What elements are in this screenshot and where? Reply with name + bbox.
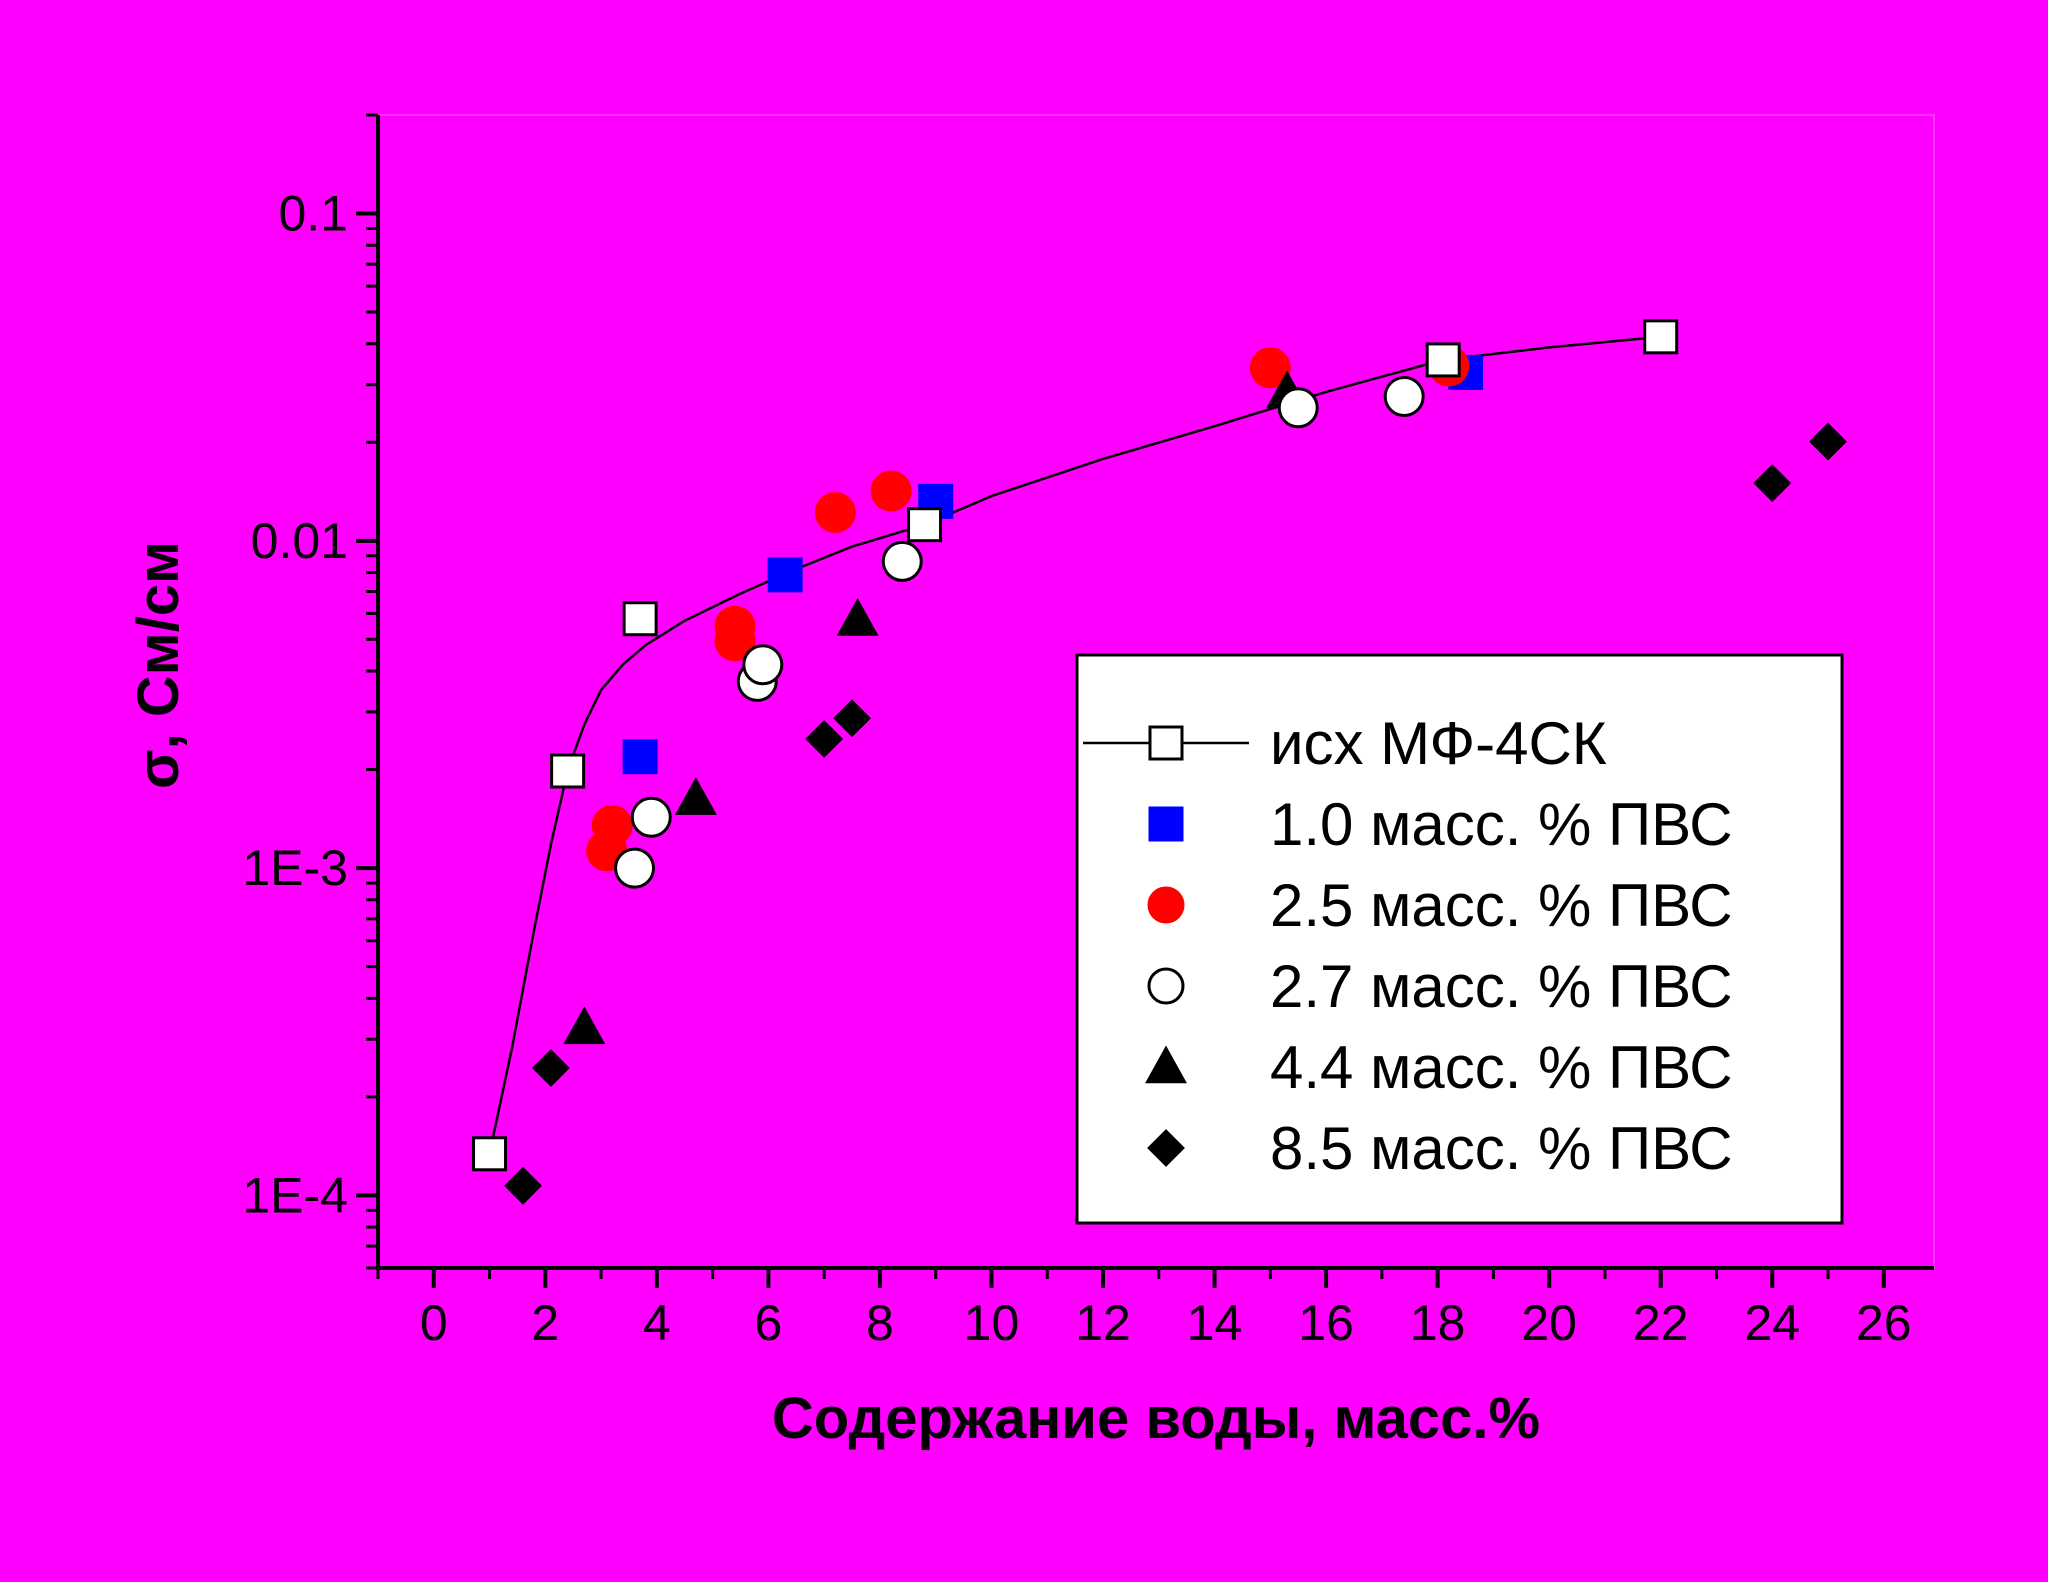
x-tick-label: 16 [1298,1295,1354,1351]
data-point-circle-open [1277,387,1319,429]
legend-marker-triangle [1145,1045,1187,1084]
data-point-circle [814,492,856,534]
data-point-diamond [1753,464,1792,503]
legend: исх МФ-4СК 1.0 масс. % ПВС 2.5 масс. % ПВС… [1075,653,1844,1225]
legend-label: исх МФ-4СК [1270,710,1607,777]
data-point-square-open [622,601,658,637]
data-point-square-open [907,507,943,543]
y-tick-label: 0.01 [251,513,348,569]
data-point-square [767,557,803,593]
data-point-square [622,739,658,775]
x-tick-label: 0 [420,1295,448,1351]
y-tick-label: 0.1 [278,186,348,242]
data-point-circle-open [1383,376,1425,418]
legend-label: 8.5 масс. % ПВС [1270,1115,1733,1182]
data-point-circle [870,470,912,512]
data-point-diamond [805,720,844,758]
data-point-square-open [472,1136,508,1172]
x-tick-label: 8 [866,1295,894,1351]
x-tick-label: 18 [1410,1295,1466,1351]
data-point-circle [714,605,756,647]
x-tick-label: 20 [1521,1295,1577,1351]
data-point-square-open [1425,342,1461,378]
x-tick-label: 10 [964,1295,1020,1351]
legend-box [1075,653,1844,1225]
data-point-diamond [531,1049,570,1087]
x-tick-label: 2 [531,1295,559,1351]
data-point-circle [1249,347,1291,389]
markers [472,319,1847,1205]
x-tick-label: 12 [1075,1295,1131,1351]
legend-label: 4.4 масс. % ПВС [1270,1034,1733,1101]
axes [376,115,1934,1270]
x-tick-label: 26 [1856,1295,1912,1351]
x-tick-label: 4 [643,1295,671,1351]
y-tick-label: 1E-3 [242,840,348,896]
x-tick-label: 24 [1744,1295,1800,1351]
x-tick-label: 22 [1633,1295,1689,1351]
data-point-triangle [674,777,717,815]
legend-marker-diamond [1147,1129,1185,1167]
data-point-square-open [550,753,586,789]
data-point-circle-open [881,540,923,582]
data-point-triangle [836,597,879,636]
x-tick-label: 14 [1187,1295,1243,1351]
legend-label: 2.7 масс. % ПВС [1270,953,1733,1020]
data-point-circle-open [614,847,656,889]
data-point-triangle [563,1006,606,1045]
legend-label: 2.5 масс. % ПВС [1270,872,1733,939]
data-point-diamond [504,1166,542,1205]
data-point-circle-open [630,796,672,838]
data-point-square-open [1643,319,1679,355]
data-point-circle-open [742,644,784,686]
legend-label: 1.0 масс. % ПВС [1270,791,1733,858]
data-point-circle [591,804,633,846]
data-point-diamond [1809,422,1847,461]
legend-marker-circle-open [1147,967,1185,1005]
legend-marker-circle [1147,886,1185,924]
x-tick-label: 6 [754,1295,782,1351]
y-tick-label: 1E-4 [242,1167,348,1223]
data-point-diamond [833,699,871,738]
legend-marker-square-open [1148,725,1184,761]
y-axis-title: σ, См/см [126,541,191,789]
x-axis-title: Содержание воды, масс.% [772,1386,1540,1451]
legend-marker-square [1148,806,1184,842]
